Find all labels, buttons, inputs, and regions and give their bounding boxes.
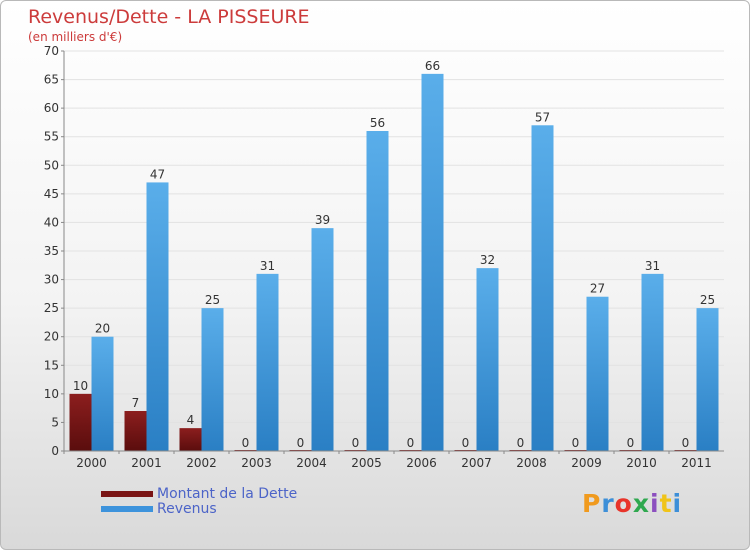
bar-revenus xyxy=(311,228,334,451)
data-label-revenus: 31 xyxy=(260,259,275,273)
logo-letter: t xyxy=(659,489,673,518)
logo-letter: P xyxy=(582,489,602,518)
bar-revenus xyxy=(146,182,169,451)
grid-lines xyxy=(64,50,724,452)
data-label-dette: 7 xyxy=(132,396,140,410)
data-label-revenus: 32 xyxy=(480,253,495,267)
data-label-dette: 0 xyxy=(297,436,305,450)
bars xyxy=(69,73,719,452)
y-tick-label: 45 xyxy=(44,187,59,201)
legend-swatch-dette xyxy=(101,491,153,497)
bar-revenus xyxy=(256,273,279,451)
bar-revenus xyxy=(476,268,499,451)
x-tick-label: 2006 xyxy=(406,456,437,470)
data-label-dette: 0 xyxy=(462,436,470,450)
bar-dette xyxy=(179,428,202,451)
data-label-dette: 0 xyxy=(352,436,360,450)
data-label-dette: 0 xyxy=(627,436,635,450)
logo-letter: o xyxy=(614,489,633,518)
legend-item-dette: Montant de la Dette xyxy=(101,486,361,502)
y-tick-label: 25 xyxy=(44,301,59,315)
x-tick-label: 2007 xyxy=(461,456,492,470)
x-tick-label: 2000 xyxy=(76,456,107,470)
x-tick-label: 2009 xyxy=(571,456,602,470)
data-label-revenus: 31 xyxy=(645,259,660,273)
data-label-revenus: 39 xyxy=(315,213,330,227)
y-tick-label: 20 xyxy=(44,330,59,344)
chart-title: Revenus/Dette - LA PISSEURE xyxy=(28,6,310,28)
legend-label-dette: Montant de la Dette xyxy=(157,486,298,502)
y-tick-label: 15 xyxy=(44,358,59,372)
x-tick-label: 2010 xyxy=(626,456,657,470)
y-tick-label: 60 xyxy=(44,101,59,115)
data-label-revenus: 66 xyxy=(425,59,440,73)
legend-label-revenus: Revenus xyxy=(157,501,217,517)
x-tick-label: 2011 xyxy=(681,456,712,470)
proxiti-logo: Proxiti xyxy=(582,489,682,518)
y-tick-label: 70 xyxy=(44,44,59,58)
data-label-revenus: 27 xyxy=(590,282,605,296)
bar-revenus xyxy=(696,308,719,451)
chart-subtitle: (en milliers d'€) xyxy=(28,30,123,44)
logo-letter: r xyxy=(601,489,615,518)
bar-revenus xyxy=(201,308,224,451)
logo-letter: i xyxy=(650,489,660,518)
x-tick-label: 2002 xyxy=(186,456,217,470)
y-tick-label: 55 xyxy=(44,130,59,144)
bar-dette xyxy=(69,393,92,451)
data-label-revenus: 20 xyxy=(95,322,110,336)
bar-revenus xyxy=(366,131,389,451)
data-label-dette: 10 xyxy=(73,379,88,393)
data-label-dette: 0 xyxy=(517,436,525,450)
x-tick-label: 2005 xyxy=(351,456,382,470)
bar-revenus xyxy=(91,336,114,451)
legend-swatch-revenus xyxy=(101,506,153,512)
data-label-revenus: 25 xyxy=(700,293,715,307)
y-tick-label: 0 xyxy=(51,444,59,458)
data-label-revenus: 57 xyxy=(535,110,550,124)
data-label-revenus: 56 xyxy=(370,116,385,130)
data-label-dette: 0 xyxy=(682,436,690,450)
y-tick-label: 65 xyxy=(44,73,59,87)
data-label-dette: 0 xyxy=(407,436,415,450)
logo-letter: x xyxy=(632,489,650,518)
data-label-dette: 0 xyxy=(572,436,580,450)
y-tick-label: 10 xyxy=(44,387,59,401)
bar-revenus xyxy=(641,273,664,451)
data-label-revenus: 25 xyxy=(205,293,220,307)
y-tick-label: 30 xyxy=(44,273,59,287)
x-tick-label: 2001 xyxy=(131,456,162,470)
x-tick-label: 2008 xyxy=(516,456,547,470)
logo-letter: i xyxy=(672,489,683,518)
bar-revenus xyxy=(586,296,609,451)
y-tick-label: 5 xyxy=(51,415,59,429)
x-tick-label: 2003 xyxy=(241,456,272,470)
y-tick-label: 40 xyxy=(44,215,59,229)
data-label-dette: 4 xyxy=(187,413,195,427)
data-label-revenus: 47 xyxy=(150,167,165,181)
bar-revenus xyxy=(421,73,444,451)
bar-dette xyxy=(124,411,147,451)
legend: Montant de la Dette Revenus xyxy=(101,486,361,517)
data-labels: 10 20 7 47 4 25 0 31 0 39 0 56 0 66 0 32 0 57 0 27 0 31 0 25 xyxy=(73,59,715,450)
y-tick-label: 35 xyxy=(44,244,59,258)
legend-item-revenus: Revenus xyxy=(101,501,361,517)
y-tick-label: 50 xyxy=(44,158,59,172)
data-label-dette: 0 xyxy=(242,436,250,450)
x-tick-label: 2004 xyxy=(296,456,327,470)
bar-revenus xyxy=(531,125,554,452)
